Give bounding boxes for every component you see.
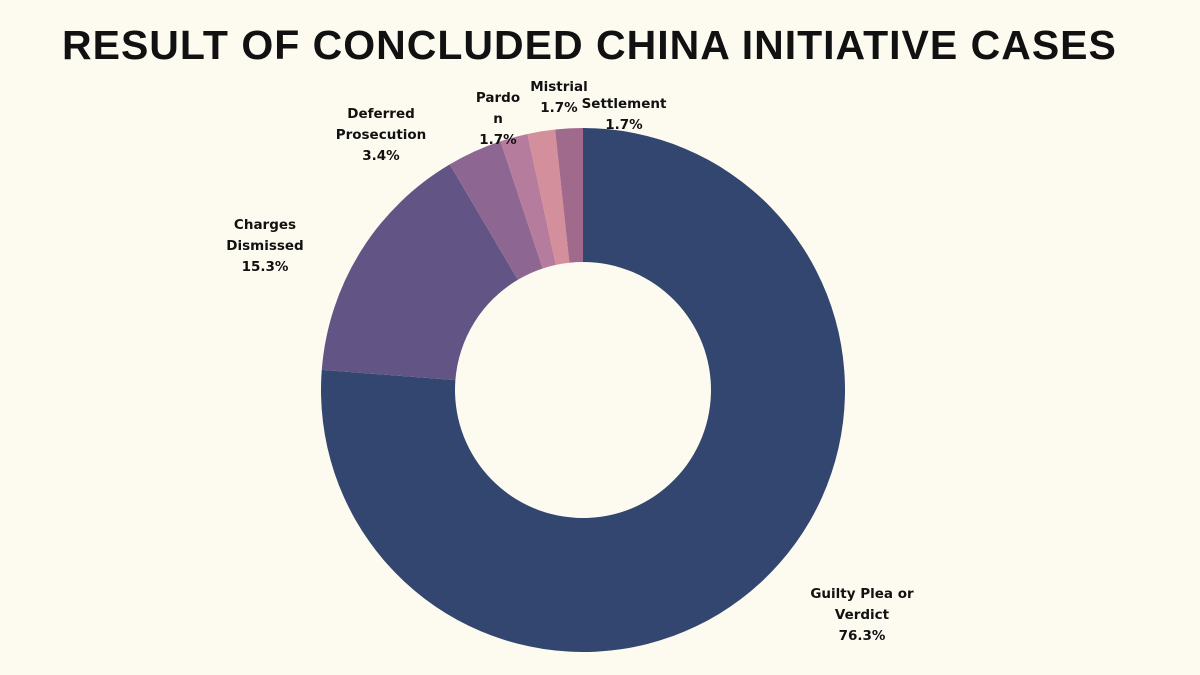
slice-pardon xyxy=(500,133,556,269)
label-guilty-plea-or-verdict: Guilty Plea or Verdict 76.3% xyxy=(810,586,914,644)
slice-guilty-plea-or-verdict xyxy=(320,128,846,652)
label-charges-dismissed: Charges Dismissed 15.3% xyxy=(226,217,303,275)
chart-title: RESULT OF CONCLUDED CHINA INITIATIVE CAS… xyxy=(62,22,1117,68)
slice-charges-dismissed xyxy=(321,164,518,381)
label-pardon: Pardo n 1.7% xyxy=(476,90,520,148)
slice-labels: Guilty Plea or Verdict 76.3% Charges Dismiss… xyxy=(226,79,914,644)
slice-settlement xyxy=(555,128,583,263)
slice-mistrial xyxy=(527,129,570,265)
label-mistrial: Mistrial 1.7% xyxy=(530,79,588,116)
label-settlement: Settlement 1.7% xyxy=(582,96,667,133)
label-deferred-prosecution: Deferred Prosecution 3.4% xyxy=(336,106,427,164)
slice-deferred-prosecution xyxy=(449,141,543,280)
donut-slices xyxy=(320,128,846,652)
